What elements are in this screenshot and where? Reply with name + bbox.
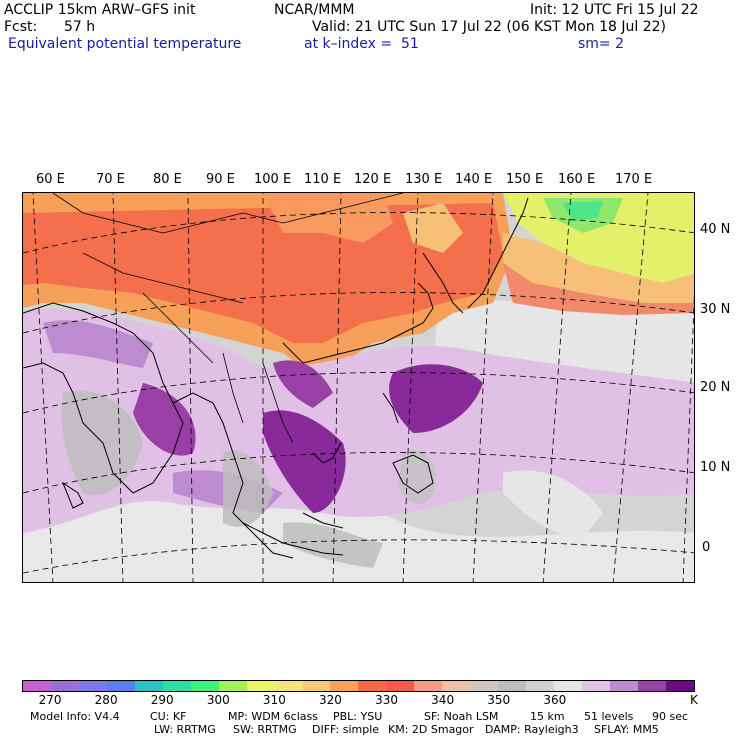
colorbar-segment [526, 681, 555, 691]
surface-layer-scheme: SFLAY: MM5 [594, 723, 659, 736]
damping-scheme: DAMP: Rayleigh3 [485, 723, 579, 736]
km-scheme: KM: 2D Smagor [388, 723, 474, 736]
smoothing-info: sm= 2 [578, 36, 625, 52]
lon-label: 140 E [455, 172, 493, 187]
lon-label: 100 E [254, 172, 292, 187]
model-info: Model Info: V4.4 [30, 710, 120, 723]
lon-label: 120 E [354, 172, 392, 187]
colorbar-segment [162, 681, 191, 691]
colorbar-tick-label: 320 [319, 693, 342, 707]
colorbar-tick-label: 340 [431, 693, 455, 707]
lon-label: 170 E [615, 172, 653, 187]
colorbar-tick-label: 310 [262, 693, 286, 707]
lon-label: 60 E [36, 172, 65, 187]
vertical-levels: 51 levels [584, 710, 634, 723]
lat-label: 40 N [700, 222, 731, 237]
colorbar-segment [246, 681, 275, 691]
colorbar-segment [302, 681, 331, 691]
colorbar-tick-label: 270 [38, 693, 62, 707]
colorbar-segment [414, 681, 443, 691]
colorbar-segment [498, 681, 527, 691]
colorbar-segment [218, 681, 247, 691]
lat-label: 0 [702, 540, 711, 555]
org-label: NCAR/MMM [274, 2, 355, 18]
lon-label: 130 E [405, 172, 443, 187]
model-title: ACCLIP 15km ARW–GFS init [4, 2, 196, 18]
lon-label: 160 E [558, 172, 596, 187]
colorbar-segment [330, 681, 359, 691]
colorbar-tick-label: 290 [150, 693, 174, 707]
colorbar-segment [470, 681, 499, 691]
colorbar-segment [610, 681, 638, 691]
colorbar-segment [582, 681, 611, 691]
colorbar-tick-label: 350 [487, 693, 511, 707]
theta-e-map [22, 192, 695, 583]
longwave-scheme: LW: RRTMG [154, 723, 216, 736]
shortwave-scheme: SW: RRTMG [233, 723, 297, 736]
colorbar-segment [106, 681, 135, 691]
colorbar-segment [50, 681, 79, 691]
pbl-scheme: PBL: YSU [333, 710, 383, 723]
resolution: 15 km [530, 710, 565, 723]
lon-label: 110 E [304, 172, 342, 187]
colorbar-segment [190, 681, 219, 691]
colorbar-tick-label: 280 [94, 693, 118, 707]
colorbar-segment [134, 681, 163, 691]
colorbar-segment [78, 681, 107, 691]
colorbar [22, 680, 695, 692]
lon-label: 80 E [153, 172, 182, 187]
colorbar-unit: K [690, 693, 698, 707]
valid-time: Valid: 21 UTC Sun 17 Jul 22 (06 KST Mon … [312, 19, 666, 35]
diffusion-scheme: DIFF: simple [312, 723, 380, 736]
lat-label: 30 N [700, 302, 731, 317]
colorbar-tick-label: 330 [375, 693, 398, 707]
lon-label: 70 E [96, 172, 125, 187]
colorbar-segment [23, 681, 51, 691]
microphysics-scheme: MP: WDM 6class [228, 710, 318, 723]
colorbar-segment [442, 681, 471, 691]
surface-scheme: SF: Noah LSM [424, 710, 499, 723]
colorbar-segment [274, 681, 303, 691]
lat-label: 10 N [700, 460, 731, 475]
init-time: Init: 12 UTC Fri 15 Jul 22 [530, 2, 699, 18]
level-info: at k–index = 51 [304, 36, 419, 52]
colorbar-tick-label: 300 [206, 693, 230, 707]
cumulus-scheme: CU: KF [150, 710, 187, 723]
forecast-hour: 57 h [64, 19, 96, 35]
field-name: Equivalent potential temperature [8, 36, 242, 52]
lon-label: 90 E [206, 172, 235, 187]
forecast-label: Fcst: [4, 19, 38, 35]
colorbar-segment [554, 681, 583, 691]
colorbar-tick-label: 360 [543, 693, 567, 707]
lon-label: 150 E [506, 172, 544, 187]
colorbar-segment [386, 681, 415, 691]
colorbar-segment [665, 681, 694, 691]
time-step: 90 sec [652, 710, 689, 723]
colorbar-segment [637, 681, 666, 691]
colorbar-segment [358, 681, 387, 691]
lat-label: 20 N [700, 380, 731, 395]
